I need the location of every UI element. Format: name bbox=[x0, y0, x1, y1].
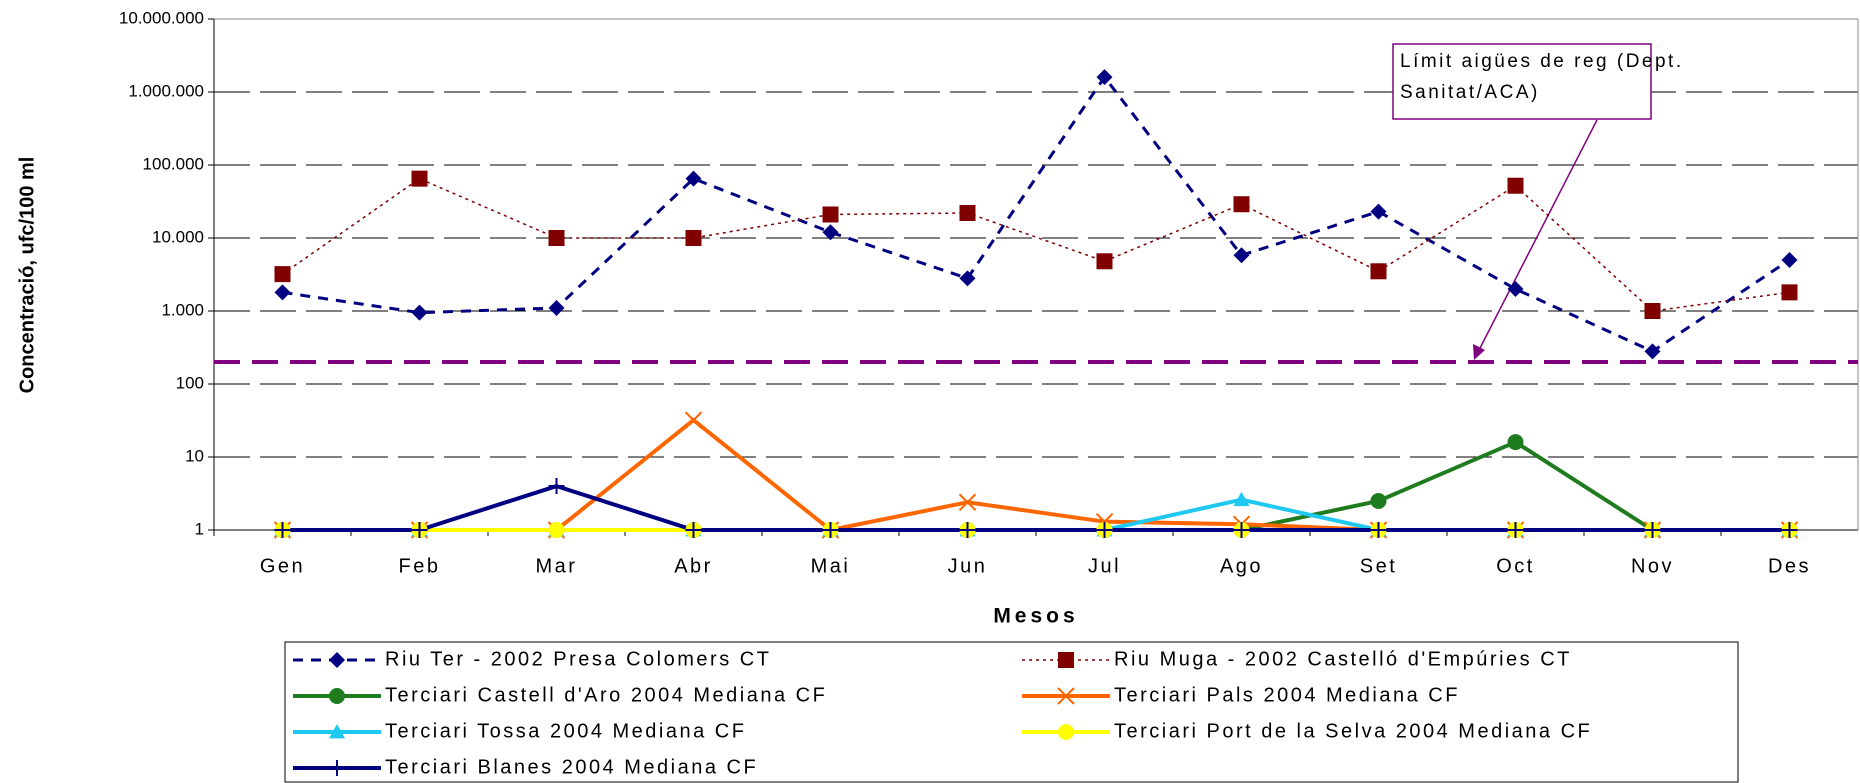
x-tick-label: Jul bbox=[1088, 555, 1121, 577]
legend-label: Terciari Port de la Selva 2004 Mediana C… bbox=[1114, 720, 1592, 742]
marker bbox=[822, 522, 839, 538]
marker bbox=[274, 522, 291, 538]
annotation-arrow bbox=[1477, 119, 1598, 353]
annotation-box bbox=[1392, 43, 1652, 120]
x-tick-label: Jun bbox=[948, 555, 988, 577]
annotation-text: Sanitat/ACA) bbox=[1400, 82, 1540, 103]
marker bbox=[329, 688, 345, 704]
marker bbox=[1096, 253, 1113, 270]
series-line bbox=[282, 439, 1790, 532]
marker bbox=[1644, 522, 1661, 538]
marker bbox=[1096, 69, 1113, 86]
y-axis-label: Concentració, ufc/100 ml bbox=[16, 157, 38, 394]
series-line bbox=[282, 483, 1790, 532]
marker bbox=[1507, 522, 1524, 538]
x-axis-label: Mesos bbox=[993, 605, 1078, 628]
legend-box bbox=[284, 641, 1739, 783]
x-tick-label: Set bbox=[1360, 555, 1398, 577]
marker bbox=[1370, 492, 1387, 509]
marker bbox=[822, 206, 839, 223]
x-tick-label: Feb bbox=[399, 555, 441, 577]
legend-label: Riu Muga - 2002 Castelló d'Empúries CT bbox=[1114, 648, 1572, 670]
legend-label: Terciari Pals 2004 Mediana CF bbox=[1114, 684, 1460, 706]
marker bbox=[274, 284, 291, 301]
marker bbox=[548, 522, 565, 538]
marker bbox=[1370, 522, 1387, 538]
marker bbox=[1781, 284, 1798, 301]
marker bbox=[1507, 434, 1524, 451]
marker bbox=[1781, 522, 1798, 538]
marker bbox=[548, 230, 565, 246]
y-tick-label: 100.000 bbox=[143, 154, 204, 173]
legend-label: Terciari Blanes 2004 Mediana CF bbox=[385, 756, 758, 778]
x-tick-label: Mai bbox=[811, 555, 851, 577]
marker bbox=[1644, 303, 1661, 319]
marker bbox=[329, 652, 345, 668]
marker bbox=[274, 266, 291, 283]
y-tick-label: 1 bbox=[195, 519, 204, 538]
marker bbox=[411, 522, 428, 538]
x-tick-label: Des bbox=[1768, 555, 1811, 577]
y-tick-label: 1.000 bbox=[161, 300, 204, 319]
x-tick-label: Ago bbox=[1220, 555, 1263, 577]
series-line bbox=[282, 74, 1791, 354]
marker bbox=[329, 724, 345, 739]
marker bbox=[1781, 251, 1798, 268]
marker bbox=[959, 522, 976, 538]
x-tick-label: Abr bbox=[674, 555, 713, 577]
marker bbox=[411, 170, 428, 187]
marker bbox=[685, 230, 702, 246]
marker bbox=[411, 304, 428, 321]
marker bbox=[959, 205, 976, 222]
annotation-text: Límit aigües de reg (Dept. bbox=[1400, 51, 1684, 72]
marker bbox=[1370, 263, 1387, 280]
marker bbox=[1507, 177, 1524, 194]
legend-label: Terciari Castell d'Aro 2004 Mediana CF bbox=[385, 684, 827, 706]
x-tick-label: Mar bbox=[536, 555, 578, 577]
marker bbox=[959, 270, 976, 287]
marker bbox=[685, 522, 702, 538]
marker bbox=[684, 411, 703, 429]
marker bbox=[1233, 196, 1250, 213]
series-line bbox=[282, 177, 1790, 312]
y-tick-label: 10 bbox=[185, 446, 204, 465]
y-tick-label: 100 bbox=[176, 373, 204, 392]
marker bbox=[1233, 491, 1250, 507]
marker bbox=[822, 224, 839, 241]
marker bbox=[548, 478, 565, 495]
x-tick-label: Oct bbox=[1496, 555, 1535, 577]
series-line bbox=[282, 497, 1790, 532]
marker bbox=[548, 299, 565, 316]
marker bbox=[329, 760, 345, 776]
marker bbox=[1370, 203, 1387, 220]
y-tick-label: 1.000.000 bbox=[128, 81, 204, 100]
x-tick-label: Gen bbox=[260, 555, 305, 577]
marker bbox=[1096, 522, 1113, 538]
marker bbox=[1507, 281, 1524, 298]
arrow-head bbox=[1473, 344, 1485, 360]
marker bbox=[1057, 687, 1075, 705]
legend-label: Terciari Tossa 2004 Mediana CF bbox=[385, 720, 746, 742]
marker bbox=[958, 493, 977, 511]
marker bbox=[1233, 522, 1250, 538]
y-tick-label: 10.000 bbox=[152, 227, 204, 246]
x-tick-label: Nov bbox=[1631, 555, 1674, 577]
marker bbox=[1644, 343, 1661, 360]
marker bbox=[1058, 652, 1074, 668]
y-tick-label: 10.000.000 bbox=[119, 8, 204, 27]
marker bbox=[1233, 247, 1250, 264]
marker bbox=[1058, 724, 1074, 740]
legend-label: Riu Ter - 2002 Presa Colomers CT bbox=[385, 648, 771, 670]
marker bbox=[685, 170, 702, 187]
